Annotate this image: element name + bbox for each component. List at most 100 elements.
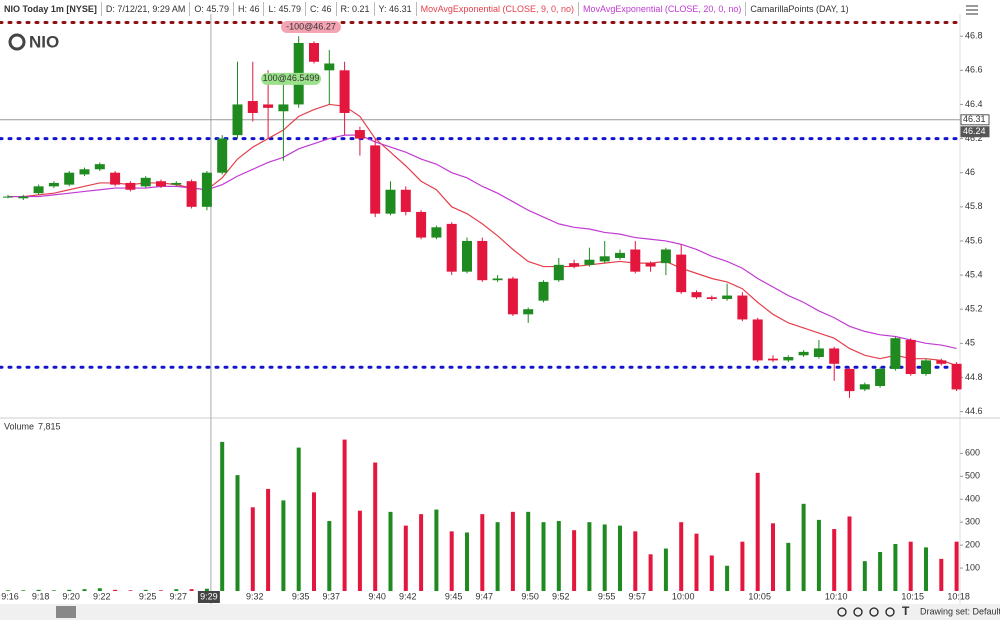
y-tick-label: 46.2 xyxy=(965,133,983,143)
volume-bar xyxy=(204,588,209,591)
volume-bar xyxy=(36,589,41,591)
candle-body xyxy=(125,182,136,190)
volume-bar xyxy=(679,522,684,591)
x-tick-label: 9:50 xyxy=(521,591,539,601)
x-tick-label: 10:18 xyxy=(947,591,970,601)
y-tick-label: 46.8 xyxy=(965,31,983,41)
volume-bar xyxy=(526,511,531,591)
volume-bar xyxy=(939,558,944,591)
y-tick-label: 45.8 xyxy=(965,201,983,211)
candle-body xyxy=(783,356,794,361)
candle-body xyxy=(507,278,518,315)
candle-body xyxy=(354,130,365,139)
volume-tick-label: 500 xyxy=(965,471,980,481)
candle-body xyxy=(232,104,243,136)
volume-bar xyxy=(602,524,607,591)
study-legend: MovAvgExponential (CLOSE, 9, 0, no) xyxy=(415,2,578,16)
candle-body xyxy=(263,104,274,108)
x-tick-label: 9:45 xyxy=(445,591,463,601)
volume-bar xyxy=(694,533,699,591)
volume-tick-label: 100 xyxy=(965,562,980,572)
volume-bar xyxy=(878,552,883,591)
volume-bar xyxy=(924,547,928,591)
menu-icon[interactable] xyxy=(966,5,978,15)
candle-body xyxy=(48,182,59,187)
volume-bar xyxy=(954,541,959,591)
candle-body xyxy=(278,104,289,112)
price-marker-box xyxy=(960,126,990,138)
volume-tick-label: 200 xyxy=(965,539,980,549)
candle-body xyxy=(462,240,472,272)
volume-bar xyxy=(113,589,118,591)
x-tick-label: 9:40 xyxy=(368,591,386,601)
volume-tick-label: 600 xyxy=(965,448,980,458)
info-item: L: 45.79 xyxy=(263,2,305,16)
x-tick-label: 9:22 xyxy=(93,591,111,601)
info-item: O: 45.79 xyxy=(189,2,233,16)
candle-body xyxy=(538,281,549,301)
volume-bar xyxy=(633,531,638,591)
x-tick-label: 9:32 xyxy=(246,591,264,601)
candle-body xyxy=(3,196,13,198)
volume-bar xyxy=(648,554,653,591)
candle-body xyxy=(630,249,641,272)
volume-bar xyxy=(6,590,10,591)
candle-body xyxy=(247,101,258,113)
x-tick-label: 9:57 xyxy=(629,591,647,601)
candle-body xyxy=(400,189,411,212)
candle-body xyxy=(905,339,916,375)
candle-body xyxy=(156,181,166,187)
x-tick-label: 9:29 xyxy=(200,591,218,601)
volume-bar xyxy=(235,475,240,591)
candle-body xyxy=(829,348,840,364)
x-tick-label: 10:10 xyxy=(825,591,848,601)
y-tick-label: 45 xyxy=(965,338,975,348)
volume-bar xyxy=(266,488,271,591)
info-item: H: 46 xyxy=(232,2,264,16)
candle-body xyxy=(79,169,90,175)
volume-bar xyxy=(495,522,500,591)
volume-bar xyxy=(908,541,913,591)
candle-body xyxy=(936,360,947,364)
x-tick-label: 10:05 xyxy=(748,591,771,601)
candle-body xyxy=(370,145,381,214)
trade-label: 100@46.5499 xyxy=(263,73,320,83)
x-tick-label: 9:47 xyxy=(476,591,494,601)
candle-body xyxy=(110,172,121,185)
volume-tick-label: 400 xyxy=(965,494,980,504)
volume-bar xyxy=(663,548,668,591)
volume-bar xyxy=(465,532,469,591)
candle-body xyxy=(798,351,809,356)
volume-bar xyxy=(128,590,133,591)
volume-bar xyxy=(816,519,821,591)
ema-line xyxy=(8,134,957,350)
zoom-tools[interactable] xyxy=(837,607,895,617)
candle-body xyxy=(569,263,580,267)
footer: Drawing set: Default xyxy=(920,606,1000,616)
scroll-thumb[interactable] xyxy=(56,606,76,618)
volume-title: Volume xyxy=(4,421,34,431)
candle-body xyxy=(385,189,396,214)
volume-bar xyxy=(449,531,454,591)
volume-bar xyxy=(847,516,852,591)
y-tick-label: 46.6 xyxy=(965,65,983,75)
text-tool[interactable]: T xyxy=(902,604,910,618)
logo-mark xyxy=(8,33,26,51)
candle-body xyxy=(890,338,901,369)
volume-total: 7,815 xyxy=(38,421,61,431)
candle-body xyxy=(615,252,625,259)
volume-bar xyxy=(342,439,347,591)
volume-bar xyxy=(755,472,760,591)
volume-bar xyxy=(189,589,194,591)
y-tick-label: 44.8 xyxy=(965,372,983,382)
candle-body xyxy=(584,259,595,265)
volume-bar xyxy=(832,529,837,591)
study-legend: MovAvgExponential (CLOSE, 20, 0, no) xyxy=(578,2,745,16)
candle-body xyxy=(676,254,687,293)
x-tick-label: 9:37 xyxy=(323,591,341,601)
volume-bar xyxy=(357,510,362,591)
scrollbar[interactable] xyxy=(0,604,1000,620)
volume-bar xyxy=(709,555,714,591)
volume-bar xyxy=(419,514,424,591)
